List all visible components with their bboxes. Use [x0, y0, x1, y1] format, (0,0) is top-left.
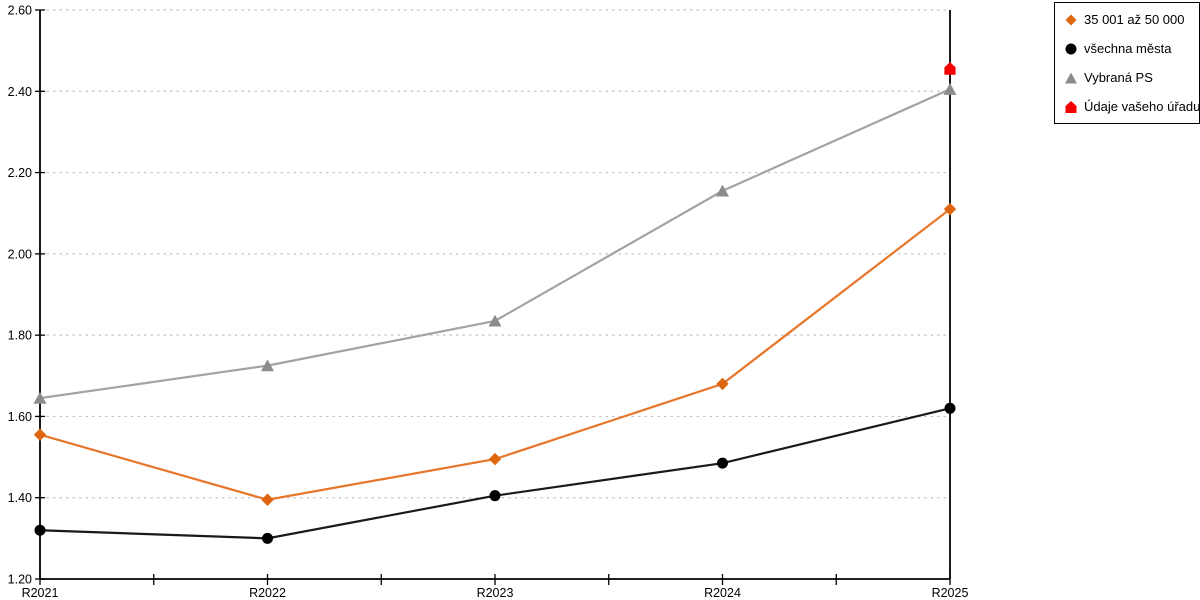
y-axis-label: 2.60 [8, 4, 32, 18]
series-marker-0 [488, 452, 502, 466]
legend-label: Údaje vašeho úřadu [1084, 99, 1200, 114]
series-marker-3 [944, 62, 956, 75]
legend-label: Vybraná PS [1084, 70, 1153, 85]
y-axis-label: 2.20 [8, 166, 32, 180]
x-axis-label: R2024 [704, 586, 741, 600]
series-marker-1 [262, 532, 273, 544]
pentagon-icon [1065, 100, 1077, 113]
x-axis-label: R2023 [477, 586, 514, 600]
y-axis-label: 2.40 [8, 85, 32, 99]
x-axis-label: R2022 [249, 586, 286, 600]
y-axis-label: 1.40 [8, 491, 32, 505]
series-marker-2 [33, 391, 47, 404]
diamond-icon [1065, 14, 1077, 25]
x-axis-label: R2025 [932, 586, 969, 600]
y-axis-label: 1.80 [8, 329, 32, 343]
series-marker-1 [944, 402, 956, 414]
legend-item-35001-50000: 35 001 až 50 000 [1064, 12, 1195, 27]
series-marker-2 [488, 314, 502, 327]
legend-label: všechna města [1084, 41, 1172, 56]
series-marker-2 [943, 83, 957, 95]
legend-label: 35 001 až 50 000 [1084, 12, 1185, 27]
series-marker-1 [717, 457, 728, 469]
series-marker-2 [716, 184, 729, 197]
y-axis-label: 1.20 [8, 573, 32, 587]
series-marker-0 [261, 493, 274, 506]
y-axis-label: 1.60 [8, 410, 32, 424]
triangle-icon [1065, 72, 1077, 83]
series-marker-0 [716, 377, 729, 391]
series-marker-0 [943, 202, 957, 216]
circle-icon [1065, 43, 1077, 54]
series-marker-1 [489, 490, 501, 502]
legend-item-vybrana-ps: Vybraná PS [1064, 70, 1195, 85]
series-marker-2 [261, 359, 274, 372]
x-axis-label: R2021 [22, 586, 59, 600]
legend-item-udaje-uradu: Údaje vašeho úřadu [1064, 99, 1200, 114]
chart-legend: 35 001 až 50 000 všechna města Vybraná P… [1054, 2, 1200, 124]
series-marker-0 [33, 428, 47, 441]
legend-item-vsechna-mesta: všechna města [1064, 41, 1195, 56]
series-line-2 [39, 88, 951, 400]
series-marker-1 [34, 524, 46, 536]
y-axis-label: 2.00 [8, 247, 32, 261]
